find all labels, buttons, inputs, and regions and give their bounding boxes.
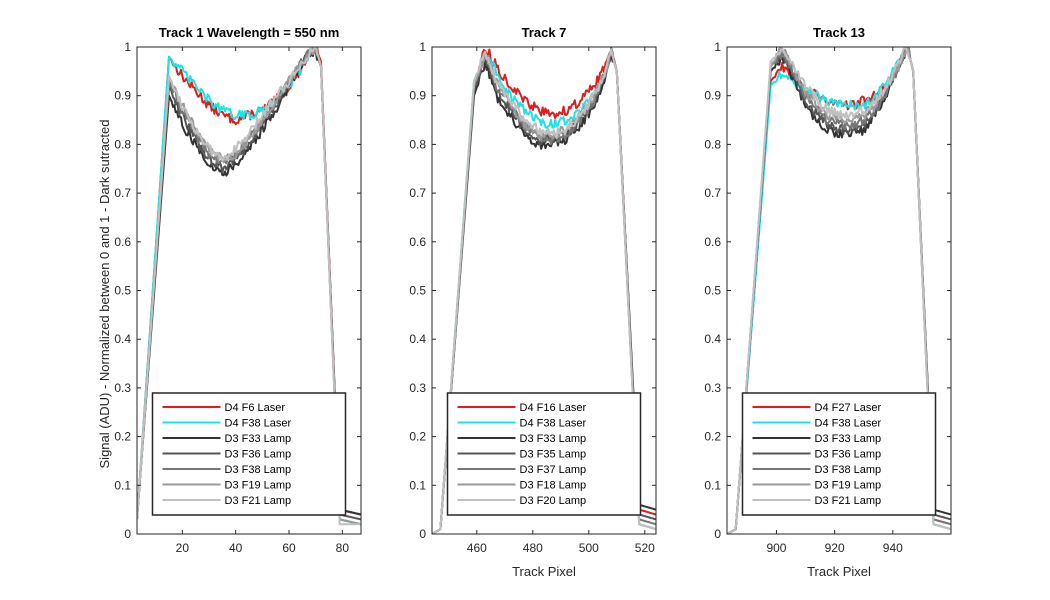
y-tick-label: 0.3 bbox=[409, 381, 426, 395]
y-tick-label: 0.7 bbox=[114, 186, 131, 200]
y-tick-label: 0.6 bbox=[704, 235, 721, 249]
y-tick-label: 0.3 bbox=[114, 381, 131, 395]
legend-label: D3 F36 Lamp bbox=[815, 449, 882, 461]
y-tick-label: 0.6 bbox=[409, 235, 426, 249]
y-tick-label: 0.4 bbox=[114, 332, 131, 346]
y-tick-label: 0.5 bbox=[409, 284, 426, 298]
legend-label: D3 F19 Lamp bbox=[815, 480, 882, 492]
y-tick-label: 0.9 bbox=[114, 89, 131, 103]
legend-label: D3 F21 Lamp bbox=[225, 495, 292, 507]
series-line bbox=[432, 48, 656, 534]
legend: D4 F16 Laser D4 F38 Laser D3 F33 Lamp D3 F3… bbox=[446, 392, 642, 516]
panel-1: 0 0.1 0.2 0.3 0.4 0.5 0.6 0.7 0.8 0.9 1 20 40 60 80 Tra… bbox=[114, 25, 362, 555]
legend-label: D3 F20 Lamp bbox=[520, 495, 587, 507]
y-tick-label: 0.9 bbox=[704, 89, 721, 103]
x-tick-label: 520 bbox=[635, 541, 655, 555]
y-tick-label: 0.8 bbox=[114, 137, 131, 151]
legend: D4 F6 Laser D4 F38 Laser D3 F33 Lamp D3 F36… bbox=[151, 392, 347, 516]
y-tick-label: 1 bbox=[714, 40, 721, 54]
series-line bbox=[137, 47, 361, 526]
legend-label: D3 F36 Lamp bbox=[225, 449, 292, 461]
legend-label: D3 F21 Lamp bbox=[815, 495, 882, 507]
x-tick-label: 20 bbox=[176, 541, 190, 555]
panels: 0 0.1 0.2 0.3 0.4 0.5 0.6 0.7 0.8 0.9 1 20 40 60 80 Tra… bbox=[114, 25, 952, 579]
series-group bbox=[727, 47, 951, 534]
y-axis-title: Signal (ADU) - Normalized between 0 and … bbox=[97, 120, 112, 469]
legend-label: D4 F27 Laser bbox=[815, 402, 882, 414]
y-tick-label: 0.1 bbox=[114, 478, 131, 492]
legend-label: D4 F38 Laser bbox=[225, 418, 292, 430]
legend-label: D3 F33 Lamp bbox=[815, 433, 882, 445]
legend-label: D4 F38 Laser bbox=[815, 418, 882, 430]
y-tick-label: 0.9 bbox=[409, 89, 426, 103]
y-tick-label: 0.3 bbox=[704, 381, 721, 395]
legend-label: D3 F38 Lamp bbox=[815, 464, 882, 476]
x-tick-label: 40 bbox=[229, 541, 243, 555]
legend-label: D4 F16 Laser bbox=[520, 402, 587, 414]
y-tick-label: 0.7 bbox=[704, 186, 721, 200]
x-tick-label: 940 bbox=[883, 541, 903, 555]
y-tick-label: 0.8 bbox=[704, 137, 721, 151]
y-tick-label: 1 bbox=[419, 40, 426, 54]
x-tick-label: 60 bbox=[282, 541, 296, 555]
x-axis-title: Track Pixel bbox=[807, 564, 871, 579]
legend-label: D3 F37 Lamp bbox=[520, 464, 587, 476]
legend-label: D3 F35 Lamp bbox=[520, 449, 587, 461]
series-line bbox=[727, 47, 951, 534]
y-tick-label: 0.5 bbox=[114, 284, 131, 298]
y-tick-label: 0.4 bbox=[409, 332, 426, 346]
x-tick-label: 920 bbox=[825, 541, 845, 555]
y-tick-label: 0.5 bbox=[704, 284, 721, 298]
x-axis-title: Track Pixel bbox=[512, 564, 576, 579]
panel-title: Track 1 Wavelength = 550 nm bbox=[159, 25, 340, 40]
legend-label: D3 F19 Lamp bbox=[225, 480, 292, 492]
x-tick-label: 460 bbox=[467, 541, 487, 555]
panel-title: Track 13 bbox=[813, 25, 865, 40]
y-tick-label: 0.7 bbox=[409, 186, 426, 200]
y-tick-label: 0.4 bbox=[704, 332, 721, 346]
legend-label: D4 F6 Laser bbox=[225, 402, 286, 414]
legend-label: D4 F38 Laser bbox=[520, 418, 587, 430]
legend-label: D3 F33 Lamp bbox=[225, 433, 292, 445]
y-tick-label: 0.2 bbox=[114, 430, 131, 444]
y-tick-label: 0.2 bbox=[704, 430, 721, 444]
x-tick-label: 80 bbox=[336, 541, 350, 555]
x-tick-label: 900 bbox=[766, 541, 786, 555]
x-tick-label: 480 bbox=[523, 541, 543, 555]
legend-label: D3 F33 Lamp bbox=[520, 433, 587, 445]
y-tick-label: 0 bbox=[419, 527, 426, 541]
panel-title: Track 7 bbox=[522, 25, 567, 40]
series-group bbox=[432, 47, 656, 534]
legend-label: D3 F18 Lamp bbox=[520, 480, 587, 492]
legend-label: D3 F38 Lamp bbox=[225, 464, 292, 476]
panel-3: 0 0.1 0.2 0.3 0.4 0.5 0.6 0.7 0.8 0.9 1 900 920 940 Tr… bbox=[704, 25, 952, 579]
series-group bbox=[137, 47, 361, 526]
y-tick-label: 0.6 bbox=[114, 235, 131, 249]
y-tick-label: 0 bbox=[714, 527, 721, 541]
panel-2: 0 0.1 0.2 0.3 0.4 0.5 0.6 0.7 0.8 0.9 1 460 480 500 52… bbox=[409, 25, 657, 579]
legend: D4 F27 Laser D4 F38 Laser D3 F33 Lamp D3 F3… bbox=[741, 392, 937, 516]
y-tick-label: 1 bbox=[124, 40, 131, 54]
x-tick-label: 500 bbox=[579, 541, 599, 555]
y-tick-label: 0.1 bbox=[409, 478, 426, 492]
y-tick-label: 0.2 bbox=[409, 430, 426, 444]
y-tick-label: 0 bbox=[124, 527, 131, 541]
y-tick-label: 0.8 bbox=[409, 137, 426, 151]
y-tick-label: 0.1 bbox=[704, 478, 721, 492]
